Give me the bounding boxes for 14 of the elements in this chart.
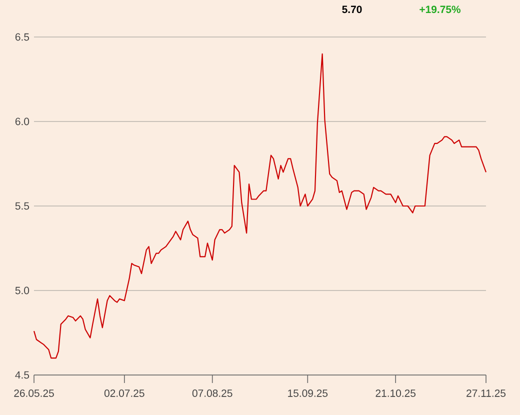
y-tick-label: 4.5 xyxy=(15,371,30,379)
y-tick-label: 6.5 xyxy=(15,33,30,41)
y-tick-label: 5.5 xyxy=(15,202,30,210)
x-tick-label: 21.10.25 xyxy=(376,390,416,397)
text: +19.75% xyxy=(420,6,461,14)
x-tick-label: 15.09.25 xyxy=(288,390,328,397)
y-tick-label: 5.0 xyxy=(15,286,30,294)
x-tick-label: 07.08.25 xyxy=(192,390,232,397)
x-tick-label: 26.05.25 xyxy=(14,390,54,397)
line-series xyxy=(33,53,487,359)
x-tick-label: 27.11.25 xyxy=(466,390,506,397)
y-tick-label: 6.0 xyxy=(15,118,30,126)
x-tick-label: 02.07.25 xyxy=(104,390,144,397)
text: 5.70 xyxy=(342,6,362,14)
